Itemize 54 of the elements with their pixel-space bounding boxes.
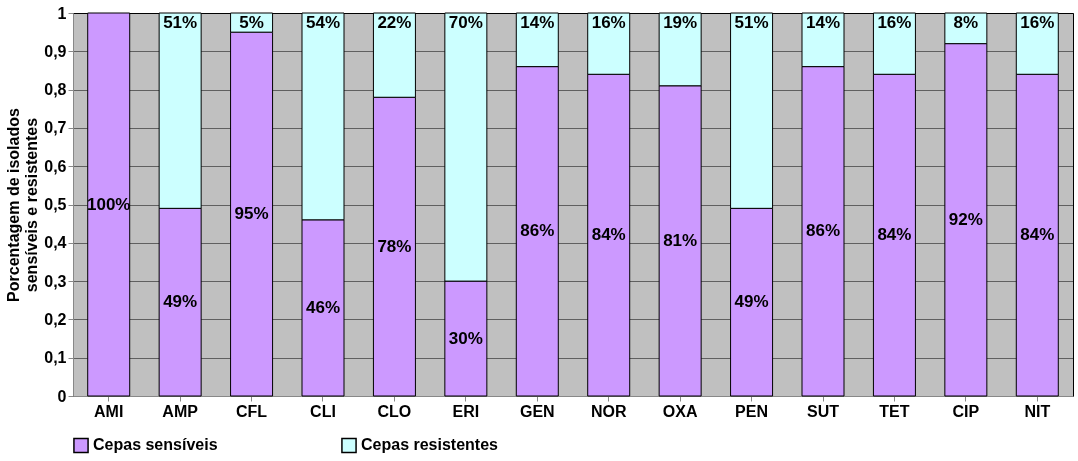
data-label: 70% bbox=[448, 12, 483, 32]
y-tick-label: 0,2 bbox=[44, 310, 67, 328]
data-label: 5% bbox=[239, 12, 264, 32]
data-label: 81% bbox=[663, 230, 698, 250]
x-tick-label: CLI bbox=[310, 402, 336, 420]
x-tick-label: AMI bbox=[94, 402, 124, 420]
y-tick-label: 0,1 bbox=[44, 349, 67, 367]
x-tick-label: GEN bbox=[519, 402, 555, 420]
legend-label: Cepas resistentes bbox=[361, 436, 499, 454]
x-tick-label: CLO bbox=[377, 402, 412, 420]
y-tick-label: 0,4 bbox=[44, 234, 67, 252]
y-tick-label: 0,3 bbox=[44, 272, 67, 290]
data-label: 16% bbox=[1020, 12, 1055, 32]
x-tick-label: PEN bbox=[735, 402, 769, 420]
data-label: 8% bbox=[953, 12, 979, 32]
y-tick-label: 0,5 bbox=[44, 196, 67, 213]
data-label: 51% bbox=[163, 12, 198, 32]
data-label: 95% bbox=[234, 204, 269, 224]
x-tick-label: NOR bbox=[590, 402, 627, 420]
y-tick-label: 0 bbox=[57, 387, 67, 405]
y-tick-label: 0,7 bbox=[44, 119, 67, 137]
data-label: 49% bbox=[734, 292, 769, 312]
data-label: 14% bbox=[805, 12, 841, 32]
x-tick-label: TET bbox=[879, 402, 910, 420]
data-label: 54% bbox=[305, 12, 341, 32]
data-label: 22% bbox=[377, 12, 412, 32]
data-label: 86% bbox=[805, 221, 841, 241]
x-tick-label: AMP bbox=[162, 402, 199, 420]
data-label: 92% bbox=[948, 209, 983, 229]
data-label: 84% bbox=[1020, 225, 1055, 245]
y-tick-label: 0,6 bbox=[44, 157, 67, 175]
data-label: 16% bbox=[877, 12, 912, 32]
x-tick-label: NIT bbox=[1024, 402, 1051, 420]
data-label: 78% bbox=[377, 236, 412, 256]
data-label: 86% bbox=[520, 221, 555, 241]
y-tick-label: 0,9 bbox=[44, 42, 67, 60]
legend-label: Cepas sensíveis bbox=[93, 436, 218, 454]
x-tick-label: ERI bbox=[452, 402, 480, 420]
data-label: 30% bbox=[448, 328, 483, 348]
x-tick-label: CFL bbox=[236, 402, 268, 420]
data-label: 84% bbox=[877, 225, 912, 245]
data-label: 84% bbox=[591, 225, 626, 245]
data-label: 16% bbox=[591, 12, 626, 32]
y-axis-title: Porcentagem de isolados sensíveis e resistentes bbox=[5, 107, 41, 302]
x-tick-label: OXA bbox=[662, 402, 698, 420]
data-label: 19% bbox=[663, 12, 698, 32]
data-label: 46% bbox=[305, 297, 341, 317]
y-tick-label: 0,8 bbox=[44, 81, 67, 99]
x-tick-label: CIP bbox=[952, 402, 980, 420]
data-label: 14% bbox=[520, 12, 555, 32]
x-tick-label: SUT bbox=[807, 402, 840, 420]
data-label: 51% bbox=[734, 12, 769, 32]
y-tick-label: 1 bbox=[57, 4, 67, 22]
data-label: 49% bbox=[163, 292, 198, 312]
